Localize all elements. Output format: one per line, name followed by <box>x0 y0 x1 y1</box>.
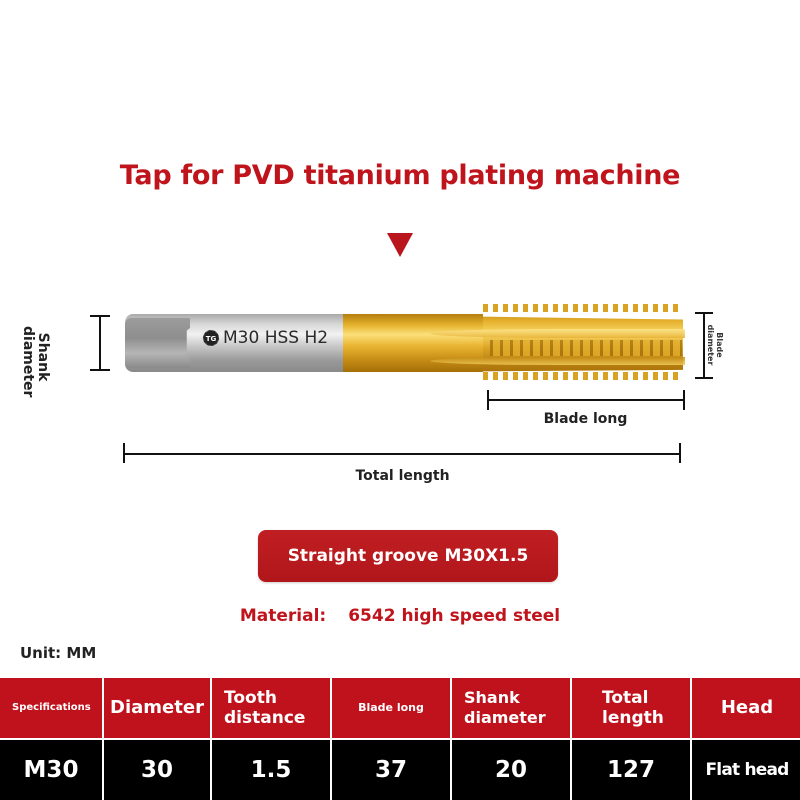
page-title: Tap for PVD titanium plating machine <box>119 160 681 191</box>
total-length-tick-right <box>679 443 681 463</box>
unit-label: Unit: MM <box>20 644 97 662</box>
total-length-tick-left <box>123 443 125 463</box>
header-total-length: Total length <box>572 678 690 738</box>
tap-flute-lower <box>430 357 685 365</box>
cell-head: Flat head <box>692 740 800 800</box>
shank-marking: TG M30 HSS H2 <box>203 328 328 348</box>
header-diameter: Diameter <box>104 678 210 738</box>
blade-diameter-line <box>703 313 705 377</box>
header-shank-diameter: Shank diameter <box>452 678 570 738</box>
total-length-line <box>124 453 681 455</box>
tap-thread-groove <box>490 340 682 356</box>
shank-dimension-line <box>99 316 101 370</box>
blade-long-tick-right <box>683 390 685 410</box>
cell-specifications: M30 <box>0 740 102 800</box>
blade-diameter-label: Blade diameter <box>706 324 724 366</box>
total-length-label: Total length <box>355 468 450 484</box>
header-tooth-distance: Tooth distance <box>212 678 330 738</box>
brand-logo-icon: TG <box>203 330 219 346</box>
blade-diameter-cap-bottom <box>695 377 713 379</box>
material-value: 6542 high speed steel <box>348 606 561 626</box>
material-label: Material: <box>239 606 327 626</box>
blade-long-tick-left <box>487 390 489 410</box>
cell-diameter: 30 <box>104 740 210 800</box>
tap-square-end <box>125 318 190 368</box>
material-line: Material: 6542 high speed steel <box>0 606 800 626</box>
cell-blade-long: 37 <box>332 740 450 800</box>
blade-long-label: Blade long <box>543 411 628 427</box>
header-head: Head <box>692 678 800 738</box>
shank-dimension-cap-top <box>90 315 110 317</box>
blade-diameter-cap-top <box>695 312 713 314</box>
cell-shank-diameter: 20 <box>452 740 570 800</box>
header-specifications: Specifications <box>0 678 102 738</box>
tap-flute <box>430 329 685 338</box>
down-arrow-icon <box>387 233 413 257</box>
header-blade-long: Blade long <box>332 678 450 738</box>
cell-tooth-distance: 1.5 <box>212 740 330 800</box>
blade-long-line <box>487 399 684 401</box>
shank-diameter-label: Shank diameter <box>20 326 51 398</box>
tap-teeth-top <box>483 304 683 312</box>
shank-dimension-cap-bottom <box>90 369 110 371</box>
cell-total-length: 127 <box>572 740 690 800</box>
groove-type-badge: Straight groove M30X1.5 <box>258 530 558 582</box>
tap-teeth-bottom <box>483 372 683 380</box>
spec-table: Specifications Diameter Tooth distance B… <box>0 678 800 800</box>
